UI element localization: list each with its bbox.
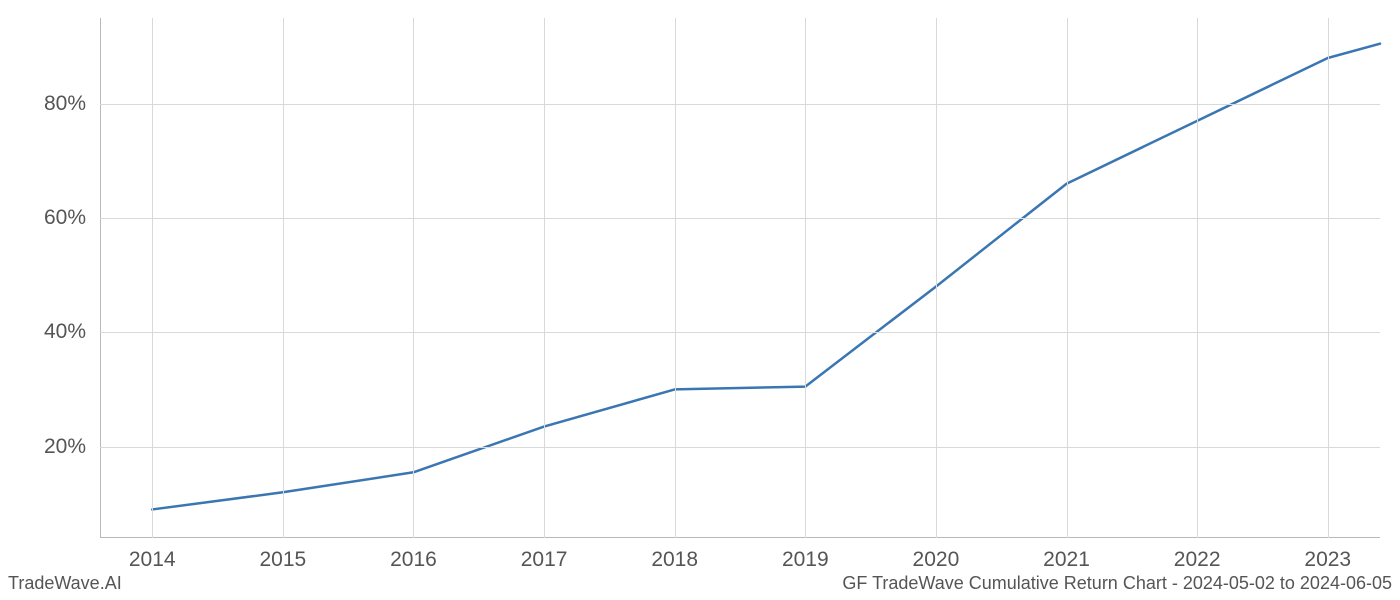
grid-line-vertical (936, 18, 937, 538)
y-axis-spine (100, 18, 101, 538)
x-tick-label: 2020 (913, 548, 960, 572)
grid-line-vertical (1197, 18, 1198, 538)
x-tick-label: 2023 (1304, 548, 1351, 572)
grid-line-vertical (1067, 18, 1068, 538)
x-tick-label: 2021 (1043, 548, 1090, 572)
grid-line-horizontal (100, 332, 1380, 333)
plot-area: 2014201520162017201820192020202120222023… (100, 18, 1380, 538)
grid-line-vertical (283, 18, 284, 538)
y-tick-label: 60% (16, 206, 86, 230)
series-line-cumulative-return (152, 44, 1380, 510)
grid-line-vertical (152, 18, 153, 538)
y-tick-label: 20% (16, 435, 86, 459)
x-tick-label: 2018 (651, 548, 698, 572)
x-tick-label: 2015 (259, 548, 306, 572)
footer-brand: TradeWave.AI (8, 573, 122, 594)
grid-line-vertical (805, 18, 806, 538)
y-tick-label: 80% (16, 92, 86, 116)
x-tick-label: 2019 (782, 548, 829, 572)
line-chart-svg (100, 18, 1380, 538)
x-tick-label: 2016 (390, 548, 437, 572)
chart-container: 2014 2015 2016 2017 2018 2019 2020 2021 2022 2023… (0, 0, 1400, 600)
grid-line-vertical (1328, 18, 1329, 538)
x-tick-label: 2017 (521, 548, 568, 572)
grid-line-vertical (544, 18, 545, 538)
footer-caption: GF TradeWave Cumulative Return Chart - 2… (842, 573, 1392, 594)
x-axis-spine (100, 537, 1380, 538)
grid-line-horizontal (100, 104, 1380, 105)
grid-line-vertical (675, 18, 676, 538)
x-tick-label: 2022 (1174, 548, 1221, 572)
grid-line-horizontal (100, 218, 1380, 219)
grid-line-vertical (413, 18, 414, 538)
grid-line-horizontal (100, 447, 1380, 448)
x-tick-label: 2014 (129, 548, 176, 572)
y-tick-label: 40% (16, 320, 86, 344)
